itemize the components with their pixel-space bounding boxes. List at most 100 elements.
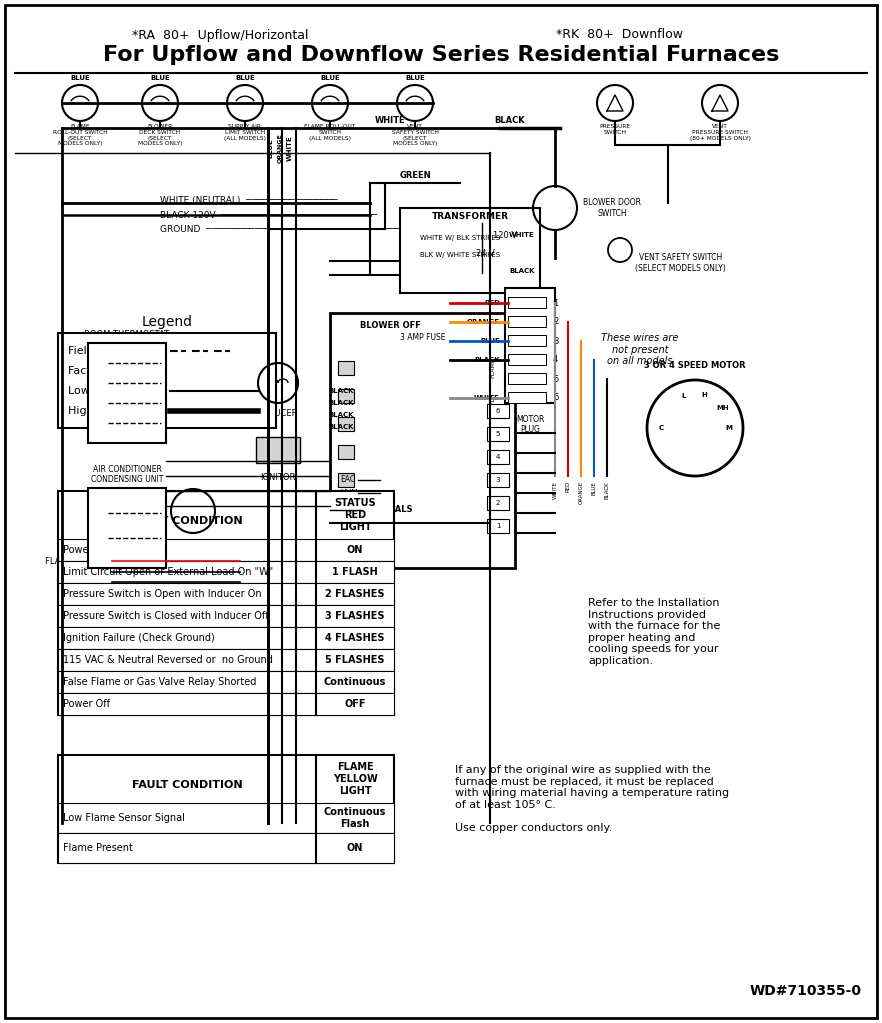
Text: Pressure Switch is Closed with Inducer Off: Pressure Switch is Closed with Inducer O… xyxy=(63,611,269,621)
Bar xyxy=(338,473,354,487)
Text: WHITE: WHITE xyxy=(509,232,534,238)
Bar xyxy=(58,833,394,863)
Bar xyxy=(508,316,546,327)
Text: FAULT CONDITION: FAULT CONDITION xyxy=(131,780,243,790)
Text: FLAME
YELLOW
LIGHT: FLAME YELLOW LIGHT xyxy=(333,762,377,796)
Text: 3: 3 xyxy=(553,337,558,346)
Text: WHITE: WHITE xyxy=(287,135,293,161)
Bar xyxy=(338,445,354,459)
Text: 6: 6 xyxy=(553,394,558,402)
Bar xyxy=(58,491,394,715)
Text: 2: 2 xyxy=(553,317,558,326)
Bar xyxy=(338,417,354,431)
Text: Low Flame Sensor Signal: Low Flame Sensor Signal xyxy=(63,813,185,822)
Text: 1: 1 xyxy=(553,299,558,308)
Text: RED: RED xyxy=(484,300,500,306)
Text: BLACK: BLACK xyxy=(509,268,534,274)
Text: Low Voltage: Low Voltage xyxy=(68,386,135,396)
Text: YELLOW: YELLOW xyxy=(160,575,192,581)
Text: W: W xyxy=(343,476,353,485)
Text: Y: Y xyxy=(96,533,103,543)
Text: BLK W/ WHITE STRIPES: BLK W/ WHITE STRIPES xyxy=(420,252,500,258)
Text: Field Wiring: Field Wiring xyxy=(68,346,133,356)
Text: 3 FLASHES: 3 FLASHES xyxy=(325,611,385,621)
Text: NEUTRALS: NEUTRALS xyxy=(363,505,413,515)
Text: L: L xyxy=(681,393,685,399)
Text: 5: 5 xyxy=(553,374,558,384)
Text: G: G xyxy=(96,398,104,408)
Text: Factory Wiring:: Factory Wiring: xyxy=(68,366,152,376)
Text: W: W xyxy=(94,418,105,428)
Text: IGNITOR: IGNITOR xyxy=(260,473,295,482)
Text: AIR CONDITIONER
CONDENSING UNIT: AIR CONDITIONER CONDENSING UNIT xyxy=(91,464,163,484)
Text: WHITE: WHITE xyxy=(552,481,557,499)
Bar xyxy=(338,389,354,403)
Bar xyxy=(88,343,166,443)
Text: FLAME ROLL-OUT
SWITCH
(ALL MODELS): FLAME ROLL-OUT SWITCH (ALL MODELS) xyxy=(304,124,355,140)
Bar xyxy=(508,297,546,308)
Bar xyxy=(58,605,394,627)
Text: C: C xyxy=(96,379,103,388)
Text: False Flame or Gas Valve Relay Shorted: False Flame or Gas Valve Relay Shorted xyxy=(63,677,257,687)
Text: WHITE: WHITE xyxy=(375,116,406,125)
Text: Power Off: Power Off xyxy=(63,699,110,709)
Text: Legend: Legend xyxy=(141,315,192,329)
Text: BLACK: BLACK xyxy=(328,424,354,430)
Text: ORANGE: ORANGE xyxy=(579,481,584,504)
Text: BLACK: BLACK xyxy=(328,412,354,418)
Text: *RA  80+  Upflow/Horizontal: *RA 80+ Upflow/Horizontal xyxy=(131,29,308,42)
Bar xyxy=(487,427,509,441)
Text: M: M xyxy=(726,425,732,431)
Bar xyxy=(508,335,546,346)
Text: TRANSFORMER: TRANSFORMER xyxy=(431,212,509,221)
Text: RED: RED xyxy=(168,552,184,558)
Text: These wires are
not present
on all models: These wires are not present on all model… xyxy=(602,333,678,366)
Text: Power On: Power On xyxy=(63,545,109,555)
Text: BLUE: BLUE xyxy=(267,138,273,158)
Text: WD#710355-0: WD#710355-0 xyxy=(750,984,862,998)
Text: HUM: HUM xyxy=(340,489,358,497)
Text: VENT SAFETY SWITCH
(SELECT MODELS ONLY): VENT SAFETY SWITCH (SELECT MODELS ONLY) xyxy=(635,254,726,273)
Text: 4: 4 xyxy=(496,454,500,460)
Text: BLACK: BLACK xyxy=(604,481,609,498)
Text: Ignition Failure (Check Ground): Ignition Failure (Check Ground) xyxy=(63,633,214,643)
Bar xyxy=(256,437,300,463)
Text: Continuous: Continuous xyxy=(324,677,386,687)
Text: BLOWER DOOR
SWITCH: BLOWER DOOR SWITCH xyxy=(583,198,641,218)
Text: BLUE: BLUE xyxy=(481,338,500,344)
Text: BLOWER OFF: BLOWER OFF xyxy=(360,321,421,330)
Text: BLACK: BLACK xyxy=(328,400,354,406)
Text: 3: 3 xyxy=(496,477,500,483)
Text: GROUND  ───────────────────────────────────────: GROUND ─────────────────────────────────… xyxy=(160,224,415,233)
Bar xyxy=(58,333,276,428)
Text: P: P xyxy=(345,392,351,400)
Text: 24 V: 24 V xyxy=(475,249,495,258)
Text: MOTOR
PLUG: MOTOR PLUG xyxy=(516,415,544,435)
Text: INDUCER: INDUCER xyxy=(258,409,297,418)
Text: OFF: OFF xyxy=(344,699,366,709)
Text: High Voltage: High Voltage xyxy=(68,406,139,416)
Text: For Upflow and Downflow Series Residential Furnaces: For Upflow and Downflow Series Residenti… xyxy=(103,45,779,65)
Text: BLOWER
DECK SWITCH
(SELECT
MODELS ONLY): BLOWER DECK SWITCH (SELECT MODELS ONLY) xyxy=(138,124,183,146)
Bar xyxy=(58,803,394,833)
Text: R: R xyxy=(345,447,351,456)
Bar xyxy=(58,583,394,605)
Text: BLUE: BLUE xyxy=(150,75,170,81)
Text: Continuous
Flash: Continuous Flash xyxy=(324,807,386,829)
Text: FLAME SENSOR: FLAME SENSOR xyxy=(45,557,110,566)
Text: BLACK 120V  ─────────────────────────────: BLACK 120V ───────────────────────────── xyxy=(160,211,377,220)
Bar xyxy=(508,354,546,365)
Text: *RK  80+  Downflow: *RK 80+ Downflow xyxy=(557,29,684,42)
Text: VENT
SAFETY SWITCH
(SELECT
MODELS ONLY): VENT SAFETY SWITCH (SELECT MODELS ONLY) xyxy=(392,124,438,146)
Text: BLUE: BLUE xyxy=(405,75,425,81)
Text: FLAME: FLAME xyxy=(490,358,496,379)
Text: MH: MH xyxy=(716,405,729,411)
Bar xyxy=(58,755,394,863)
Text: BLACK: BLACK xyxy=(475,357,500,363)
Text: BLUE: BLUE xyxy=(320,75,340,81)
Text: PRESSURE
SWITCH: PRESSURE SWITCH xyxy=(600,124,631,135)
Text: 4 FLASHES: 4 FLASHES xyxy=(325,633,385,643)
Text: Pressure Switch is Open with Inducer On: Pressure Switch is Open with Inducer On xyxy=(63,589,262,599)
Text: WHITE: WHITE xyxy=(475,395,500,401)
Text: GAS
VALVE: GAS VALVE xyxy=(182,501,205,521)
